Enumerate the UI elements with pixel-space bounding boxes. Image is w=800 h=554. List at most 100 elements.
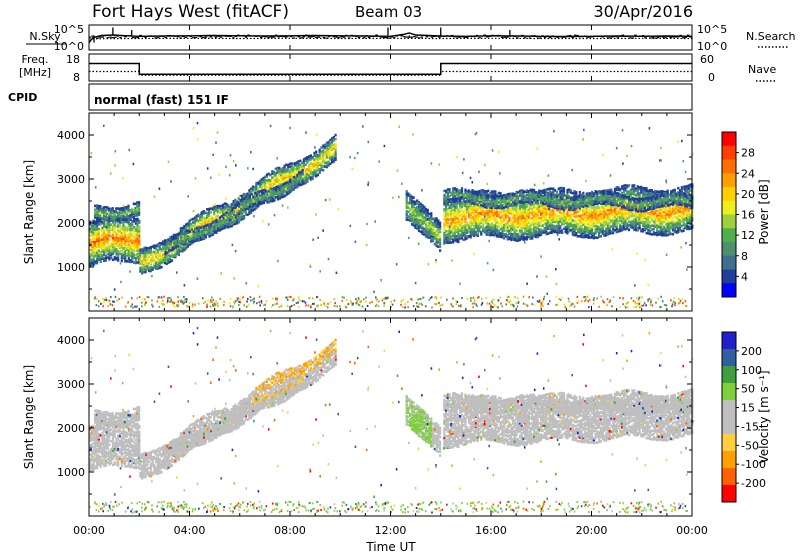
power-cell	[325, 165, 328, 169]
power-cell	[276, 193, 280, 196]
power-cell	[162, 249, 165, 252]
power-cell	[113, 240, 116, 243]
power-cell	[417, 219, 421, 222]
power-cell	[308, 175, 311, 179]
nsky-sample	[533, 35, 537, 37]
power-cell	[133, 255, 136, 258]
power-cell	[437, 245, 440, 248]
power-cell	[146, 267, 149, 271]
power-cell	[298, 173, 301, 177]
power-cell	[171, 236, 174, 240]
power-cell	[306, 161, 309, 164]
power-cell	[96, 239, 99, 243]
power-cell	[227, 217, 230, 220]
power-cell	[124, 236, 127, 239]
power-cell	[227, 225, 230, 229]
power-cell	[214, 217, 218, 220]
power-cell	[302, 166, 305, 169]
power-cell	[467, 235, 471, 238]
power-cell	[127, 257, 130, 260]
power-cell	[185, 247, 188, 250]
nsky-sample	[626, 35, 630, 37]
power-cell	[102, 214, 105, 218]
power-cell	[253, 200, 256, 203]
power-cell	[138, 240, 141, 243]
power-cell	[221, 227, 225, 230]
power-cell	[299, 180, 302, 184]
power-cell	[269, 193, 273, 196]
power-cell	[208, 231, 211, 234]
power-cell	[108, 254, 111, 257]
power-cell	[101, 233, 104, 237]
power-cell	[325, 144, 328, 148]
power-cell	[190, 236, 193, 240]
power-cell	[122, 226, 125, 229]
power-cell	[414, 221, 417, 225]
power-cell	[405, 190, 408, 193]
power-cell	[164, 241, 167, 244]
power-heatmap	[89, 121, 694, 309]
power-cell	[108, 230, 111, 234]
power-cell	[452, 217, 455, 221]
power-cell	[448, 213, 451, 217]
power-cell	[450, 229, 453, 233]
power-cell	[138, 213, 141, 216]
power-cell	[216, 206, 219, 210]
power-cell	[136, 225, 139, 229]
power-cell	[292, 188, 295, 191]
power-cell	[99, 212, 102, 215]
power-cell	[276, 171, 279, 174]
power-cell	[257, 192, 260, 196]
nsky-sample	[209, 36, 213, 38]
power-cell	[296, 180, 299, 183]
power-cell	[213, 227, 216, 231]
nsky-sample	[666, 35, 670, 37]
power-cell	[127, 240, 130, 243]
power-cell	[476, 225, 479, 229]
power-cell	[450, 201, 453, 205]
power-cell	[234, 200, 237, 204]
power-cell	[136, 219, 139, 222]
power-cell	[151, 268, 154, 271]
power-cell	[138, 211, 141, 214]
power-cell	[247, 205, 250, 209]
power-cell	[294, 179, 297, 182]
power-cell	[189, 240, 192, 243]
power-cell	[264, 191, 267, 194]
power-cell	[129, 224, 132, 227]
power-cell	[125, 218, 129, 222]
power-cell	[292, 178, 295, 181]
power-cell	[329, 146, 332, 150]
power-cell	[287, 182, 290, 185]
power-cell	[258, 185, 261, 189]
power-cell	[428, 212, 431, 216]
power-cell	[473, 214, 476, 218]
power-cell	[230, 220, 233, 224]
power-cell	[414, 218, 417, 221]
power-cell	[113, 238, 116, 241]
nsky-sample	[116, 35, 120, 37]
power-cell	[407, 201, 410, 205]
power-cell	[92, 225, 95, 228]
power-cell	[110, 235, 113, 238]
power-cell	[331, 137, 334, 140]
power-cell	[450, 212, 453, 215]
nsky-sample	[450, 34, 454, 37]
power-cell	[183, 234, 186, 238]
power-cell	[298, 171, 301, 175]
power-cell	[188, 227, 191, 231]
power-cell	[412, 205, 415, 209]
power-cell	[257, 190, 260, 194]
power-cell	[301, 161, 304, 165]
power-cell	[132, 211, 135, 214]
power-cell	[234, 220, 237, 223]
power-cell	[148, 255, 151, 258]
power-cell	[123, 208, 127, 211]
power-cell	[459, 201, 462, 204]
power-cell	[474, 209, 478, 212]
power-cell	[471, 216, 474, 219]
power-cell	[237, 216, 240, 220]
power-cell	[120, 227, 123, 230]
power-cell	[282, 192, 285, 196]
power-cell	[117, 231, 120, 234]
